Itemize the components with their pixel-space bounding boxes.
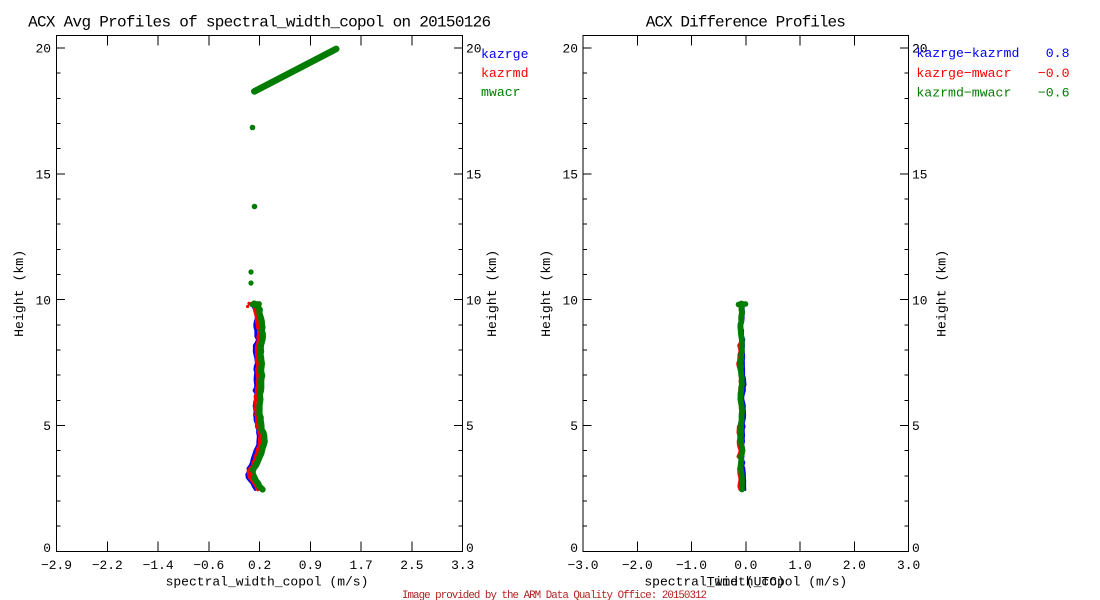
svg-text:−3.0: −3.0: [568, 558, 599, 573]
svg-text:20: 20: [36, 42, 51, 57]
svg-text:mwacr: mwacr: [481, 85, 521, 100]
svg-text:1.0: 1.0: [788, 558, 811, 573]
svg-text:0.9: 0.9: [299, 558, 322, 573]
svg-text:kazrge: kazrge: [481, 47, 529, 62]
svg-text:−2.9: −2.9: [41, 558, 72, 573]
svg-text:kazrge−mwacr: kazrge−mwacr: [916, 66, 1011, 81]
svg-text:−2.2: −2.2: [92, 558, 123, 573]
svg-text:15: 15: [912, 168, 927, 183]
svg-text:Height (km): Height (km): [485, 250, 500, 337]
svg-text:10: 10: [36, 293, 51, 308]
svg-text:−0.6: −0.6: [1038, 86, 1070, 101]
svg-text:5: 5: [43, 419, 51, 434]
svg-text:−1.4: −1.4: [143, 558, 174, 573]
svg-text:spectral_width_copol (m/s): spectral_width_copol (m/s): [166, 575, 369, 590]
svg-text:0: 0: [570, 541, 578, 556]
svg-text:−2.0: −2.0: [622, 558, 653, 573]
svg-text:−1.0: −1.0: [676, 558, 707, 573]
svg-text:0: 0: [912, 541, 920, 556]
svg-text:20: 20: [912, 42, 927, 57]
svg-text:kazrge−kazrmd: kazrge−kazrmd: [916, 46, 1019, 61]
svg-text:Time (UTC): Time (UTC): [707, 575, 785, 590]
svg-text:1.7: 1.7: [349, 558, 372, 573]
svg-text:Height (km): Height (km): [12, 250, 27, 337]
svg-text:ACX Avg Profiles of spectral_w: ACX Avg Profiles of spectral_width_copol…: [28, 14, 491, 32]
svg-text:5: 5: [466, 419, 474, 434]
svg-text:10: 10: [466, 293, 481, 308]
svg-text:5: 5: [912, 419, 920, 434]
svg-text:2.5: 2.5: [400, 558, 423, 573]
svg-text:15: 15: [466, 168, 481, 183]
svg-text:−0.0: −0.0: [1038, 66, 1070, 81]
svg-text:−0.6: −0.6: [193, 558, 224, 573]
svg-text:ACX Difference Profiles: ACX Difference Profiles: [646, 14, 846, 32]
svg-text:0: 0: [43, 541, 51, 556]
svg-text:20: 20: [466, 42, 481, 57]
svg-text:0.2: 0.2: [248, 558, 271, 573]
svg-text:15: 15: [563, 168, 578, 183]
svg-text:15: 15: [36, 168, 51, 183]
svg-text:0: 0: [466, 541, 474, 556]
svg-text:Height (km): Height (km): [935, 250, 950, 337]
svg-text:0.0: 0.0: [734, 558, 757, 573]
svg-text:kazrmd: kazrmd: [481, 66, 528, 81]
svg-text:spectral_width_copol (m/s): spectral_width_copol (m/s): [644, 575, 847, 590]
svg-text:10: 10: [912, 293, 927, 308]
svg-text:20: 20: [563, 42, 578, 57]
svg-text:5: 5: [570, 419, 578, 434]
svg-text:3.0: 3.0: [897, 558, 920, 573]
svg-text:Image provided by the ARM Data: Image provided by the ARM Data Quality O…: [402, 590, 707, 600]
svg-text:kazrmd−mwacr: kazrmd−mwacr: [916, 86, 1011, 101]
svg-text:0.8: 0.8: [1046, 46, 1070, 61]
svg-text:Height (km): Height (km): [539, 250, 554, 337]
svg-text:3.3: 3.3: [451, 558, 474, 573]
svg-text:10: 10: [563, 293, 578, 308]
svg-text:2.0: 2.0: [843, 558, 866, 573]
